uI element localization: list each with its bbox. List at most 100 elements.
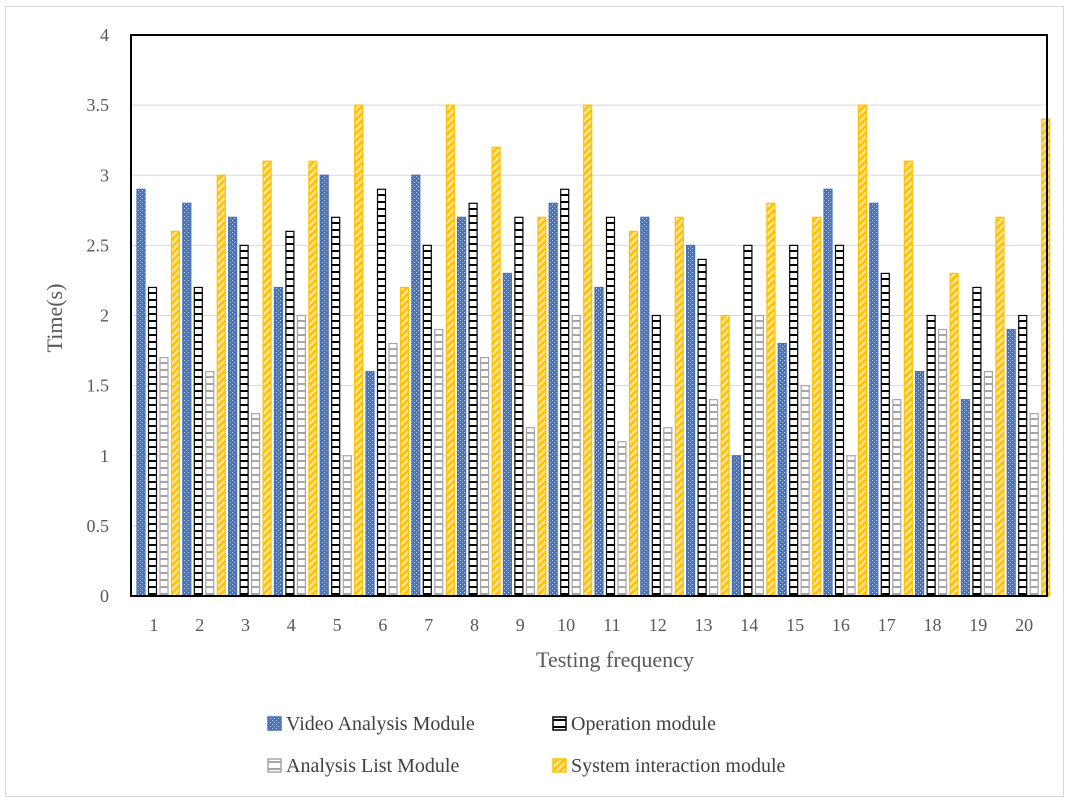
bar-operation-14 [743, 244, 753, 597]
bar-analysis-list-19 [983, 371, 994, 597]
plot-area-border [130, 34, 1048, 597]
bar-video-analysis-9 [502, 272, 512, 597]
bar-operation-19 [972, 286, 982, 597]
x-tick-label: 17 [878, 615, 896, 635]
x-tick-label: 19 [969, 615, 987, 635]
x-tick-label: 2 [195, 615, 204, 635]
bar-operation-4 [285, 230, 295, 597]
x-tick-label: 12 [649, 615, 667, 635]
bar-system-interaction-20 [1041, 118, 1051, 597]
bar-video-analysis-12 [640, 216, 650, 597]
bar-system-interaction-17 [903, 160, 913, 597]
bar-system-interaction-5 [354, 104, 364, 597]
x-tick-label: 9 [516, 615, 525, 635]
legend-swatch-analysis-list [267, 758, 282, 773]
legend-swatch-system-interaction [552, 758, 567, 773]
bar-system-interaction-12 [674, 216, 684, 597]
x-tick-label: 10 [557, 615, 575, 635]
bar-analysis-list-20 [1029, 413, 1039, 597]
bar-system-interaction-10 [583, 104, 593, 597]
bar-system-interaction-6 [399, 286, 410, 597]
bar-analysis-list-8 [480, 356, 490, 597]
bar-video-analysis-6 [365, 371, 375, 597]
bar-system-interaction-1 [170, 230, 181, 597]
bar-video-analysis-4 [273, 286, 283, 597]
bar-video-analysis-13 [685, 244, 696, 597]
bar-system-interaction-11 [628, 230, 639, 597]
legend: Video Analysis Module Operation module Ana… [267, 713, 786, 777]
x-tick-label: 18 [924, 615, 942, 635]
bar-video-analysis-2 [182, 202, 192, 597]
bar-analysis-list-15 [800, 385, 810, 597]
bar-system-interaction-16 [857, 104, 868, 597]
bar-analysis-list-14 [754, 314, 765, 597]
bar-system-interaction-19 [995, 216, 1005, 597]
bar-operation-6 [376, 188, 387, 597]
bar-analysis-list-12 [663, 427, 673, 597]
x-tick-label: 13 [695, 615, 713, 635]
y-tick-labels: 0 0.5 1 1.5 2 2.5 3 3.5 4 [87, 25, 110, 606]
y-tick-label: 1 [100, 446, 109, 466]
bar-video-analysis-1 [136, 188, 146, 597]
x-tick-label: 3 [241, 615, 250, 635]
bar-video-analysis-14 [731, 455, 742, 597]
bar-operation-1 [147, 286, 158, 597]
bar-operation-10 [560, 188, 570, 597]
y-tick-label: 3 [100, 165, 109, 185]
bar-operation-16 [834, 244, 845, 597]
bar-system-interaction-3 [262, 160, 272, 597]
bar-analysis-list-7 [434, 328, 444, 597]
y-tick-label: 0.5 [87, 516, 110, 536]
bar-operation-12 [651, 314, 661, 597]
y-axis-title: Time(s) [42, 284, 67, 353]
x-tick-label: 15 [786, 615, 804, 635]
bar-operation-9 [514, 216, 524, 597]
bar-system-interaction-18 [949, 272, 959, 597]
legend-label-operation: Operation module [571, 713, 716, 735]
x-tick-label: 16 [832, 615, 850, 635]
bar-operation-20 [1018, 314, 1028, 597]
x-tick-label: 14 [740, 615, 758, 635]
bar-system-interaction-7 [445, 104, 455, 597]
bar-analysis-list-17 [892, 399, 902, 597]
bar-analysis-list-3 [251, 413, 261, 597]
bar-video-analysis-18 [914, 371, 925, 597]
bar-video-analysis-17 [869, 202, 879, 597]
bar-video-analysis-8 [457, 216, 467, 597]
bars [136, 104, 1051, 597]
bar-operation-8 [468, 202, 478, 597]
x-tick-labels: 1 2 3 4 5 6 7 8 9 10 11 12 13 14 15 16 17 18 19 20 [149, 615, 1033, 635]
x-tick-label: 1 [149, 615, 158, 635]
bar-video-analysis-16 [823, 188, 833, 597]
bar-analysis-list-13 [708, 399, 719, 597]
bar-operation-3 [239, 244, 249, 597]
bar-analysis-list-6 [388, 342, 398, 597]
y-tick-label: 2.5 [87, 235, 110, 255]
bar-operation-13 [697, 258, 707, 597]
y-tick-label: 2 [100, 306, 109, 326]
legend-label-analysis-list: Analysis List Module [286, 755, 459, 777]
x-tick-label: 6 [378, 615, 387, 635]
x-axis-title: Testing frequency [536, 647, 694, 672]
x-tick-label: 11 [603, 615, 620, 635]
x-tick-label: 5 [333, 615, 342, 635]
bar-system-interaction-2 [216, 174, 226, 597]
bar-analysis-list-2 [205, 371, 215, 597]
y-tick-label: 1.5 [87, 376, 110, 396]
legend-swatch-operation [552, 716, 567, 731]
y-tick-label: 4 [100, 25, 109, 45]
bar-video-analysis-11 [594, 286, 604, 597]
bar-analysis-list-10 [571, 314, 581, 597]
x-tick-label: 4 [287, 615, 296, 635]
x-tick-label: 20 [1015, 615, 1033, 635]
legend-label-system-interaction: System interaction module [571, 755, 786, 777]
bar-operation-15 [789, 244, 799, 597]
bar-operation-11 [605, 216, 616, 597]
x-tick-label: 7 [424, 615, 433, 635]
y-tick-label: 0 [100, 586, 109, 606]
bar-operation-17 [880, 272, 890, 597]
bar-analysis-list-18 [937, 328, 948, 597]
bar-video-analysis-7 [411, 174, 421, 597]
bar-analysis-list-9 [525, 427, 536, 597]
